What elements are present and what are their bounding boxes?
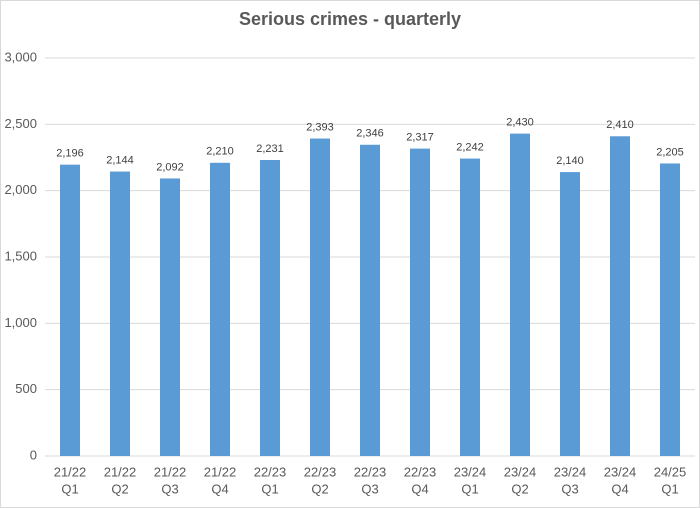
x-tick-label: Q2: [511, 481, 528, 496]
data-label: 2,231: [256, 143, 284, 155]
x-tick-label: 21/22: [154, 464, 187, 479]
bar: [310, 138, 330, 456]
data-label: 2,242: [456, 141, 484, 153]
chart-title: Serious crimes - quarterly: [239, 9, 461, 29]
data-label: 2,430: [506, 117, 534, 129]
y-tick-label: 1,000: [4, 315, 37, 330]
x-tick-label: Q2: [111, 481, 128, 496]
data-label: 2,210: [206, 146, 234, 158]
x-tick-label: 24/25: [654, 464, 687, 479]
bar: [110, 171, 130, 456]
x-tick-label: Q1: [661, 481, 678, 496]
x-tick-label: Q2: [311, 481, 328, 496]
y-tick-label: 3,000: [4, 49, 37, 64]
x-tick-label: Q1: [61, 481, 78, 496]
bar: [260, 160, 280, 456]
data-label: 2,317: [406, 132, 434, 144]
x-tick-label: 22/23: [404, 464, 437, 479]
y-tick-label: 2,500: [4, 116, 37, 131]
bar: [610, 136, 630, 457]
data-label: 2,346: [356, 128, 384, 140]
x-tick-label: Q3: [161, 481, 178, 496]
x-tick-label: 21/22: [104, 464, 137, 479]
x-tick-label: Q1: [261, 481, 278, 496]
x-tick-label: 21/22: [54, 464, 87, 479]
data-label: 2,144: [106, 154, 134, 166]
data-label: 2,393: [306, 121, 334, 133]
data-label: 2,410: [606, 119, 634, 131]
y-tick-label: 2,000: [4, 182, 37, 197]
x-tick-label: 23/24: [604, 464, 637, 479]
x-tick-label: 23/24: [454, 464, 487, 479]
bar: [360, 144, 380, 456]
x-tick-label: Q4: [211, 481, 228, 496]
bar: [510, 133, 530, 456]
data-label: 2,140: [556, 155, 584, 167]
x-tick-label: Q4: [411, 481, 428, 496]
x-tick-label: 23/24: [554, 464, 587, 479]
y-tick-label: 0: [30, 447, 37, 462]
bar: [210, 162, 230, 456]
y-tick-label: 1,500: [4, 248, 37, 263]
bar: [660, 163, 680, 456]
x-tick-label: 22/23: [354, 464, 387, 479]
data-label: 2,092: [156, 161, 184, 173]
bar: [460, 158, 480, 456]
y-tick-label: 500: [15, 381, 37, 396]
bar: [560, 172, 580, 457]
x-tick-label: Q3: [561, 481, 578, 496]
x-tick-label: 21/22: [204, 464, 237, 479]
x-tick-label: Q4: [611, 481, 628, 496]
x-tick-label: 22/23: [304, 464, 337, 479]
x-tick-label: 22/23: [254, 464, 287, 479]
x-tick-label: Q3: [361, 481, 378, 496]
bar: [160, 178, 180, 456]
x-tick-label: Q1: [461, 481, 478, 496]
x-tick-label: 23/24: [504, 464, 537, 479]
data-label: 2,205: [656, 146, 684, 158]
bar: [410, 148, 430, 456]
bar: [60, 164, 80, 456]
data-label: 2,196: [56, 148, 84, 160]
